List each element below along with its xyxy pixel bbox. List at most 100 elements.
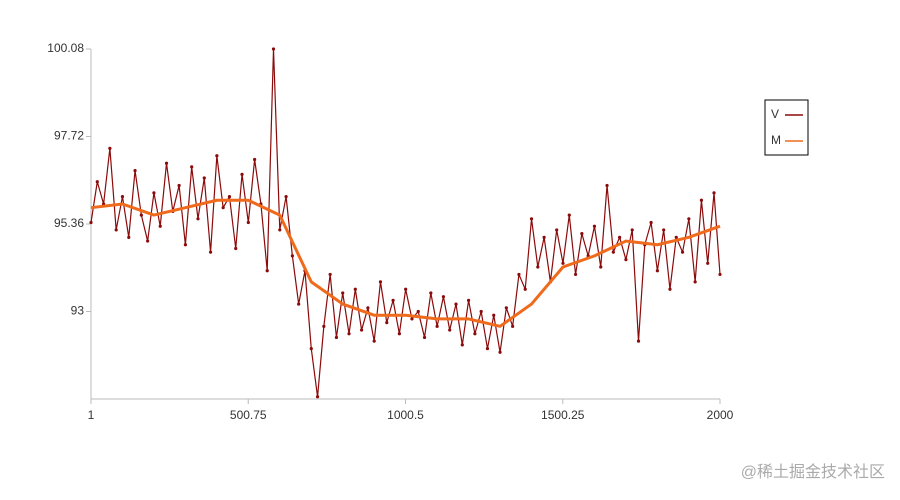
point: [133, 169, 137, 173]
point: [404, 287, 408, 291]
point: [466, 298, 471, 302]
point: [95, 180, 99, 184]
point: [567, 213, 571, 217]
point: [492, 313, 496, 317]
point: [479, 309, 483, 314]
point: [127, 235, 131, 239]
point: [460, 343, 464, 347]
point: [353, 287, 357, 291]
point: [253, 157, 257, 162]
x-tick-label: 2000: [707, 408, 734, 422]
point: [529, 217, 534, 221]
point: [561, 261, 565, 265]
point: [699, 198, 704, 202]
point: [385, 321, 389, 325]
point: [706, 261, 710, 265]
point: [234, 246, 238, 251]
x-tick-label: 1: [88, 408, 95, 422]
point: [271, 47, 276, 51]
point: [605, 183, 609, 188]
point: [202, 176, 206, 180]
point: [341, 291, 345, 295]
point: [655, 269, 659, 273]
point: [580, 232, 584, 236]
point: [592, 224, 597, 228]
point: [448, 328, 452, 332]
point: [290, 254, 294, 258]
point: [555, 228, 559, 232]
point: [630, 228, 634, 232]
y-tick-label: 93: [71, 304, 85, 318]
x-tick-label: 1000.5: [387, 408, 424, 422]
point: [315, 395, 320, 399]
point: [573, 272, 578, 277]
point: [152, 191, 156, 195]
series-line: [90, 198, 721, 328]
legend-box: [764, 99, 809, 156]
point: [240, 172, 244, 176]
point: [687, 217, 691, 221]
point: [624, 257, 628, 262]
point: [523, 287, 527, 291]
point: [120, 194, 125, 199]
point: [309, 346, 313, 351]
point: [485, 346, 490, 351]
point: [297, 302, 301, 306]
point: [208, 250, 213, 254]
point: [504, 306, 508, 310]
point: [618, 235, 622, 239]
point: [215, 154, 219, 158]
point: [397, 332, 401, 336]
watermark: @稀土掘金技术社区: [741, 463, 885, 481]
point: [227, 194, 232, 199]
y-tick-label: 95.36: [54, 216, 84, 230]
point: [435, 324, 439, 328]
point: [328, 272, 332, 277]
x-tick-label: 1500.25: [541, 408, 585, 422]
point: [416, 309, 420, 314]
point: [441, 295, 446, 299]
point: [360, 328, 364, 332]
point: [284, 194, 288, 199]
legend-label: M: [771, 133, 781, 147]
point: [372, 339, 376, 343]
point: [674, 235, 678, 239]
point: [611, 250, 615, 254]
point: [712, 191, 716, 195]
point: [347, 332, 351, 336]
point: [536, 265, 540, 269]
y-tick-label: 100.08: [47, 41, 84, 55]
point: [429, 291, 433, 295]
point: [693, 280, 697, 284]
point: [599, 265, 603, 269]
point: [183, 243, 187, 247]
point: [322, 324, 326, 328]
point: [164, 161, 169, 165]
point: [473, 332, 477, 336]
y-tick-label: 97.72: [54, 129, 84, 143]
point: [718, 272, 722, 277]
point: [265, 269, 269, 273]
point: [542, 235, 546, 239]
point: [114, 228, 118, 232]
point: [139, 213, 143, 217]
point: [410, 317, 414, 321]
point: [366, 306, 370, 310]
point: [89, 220, 93, 225]
point: [278, 228, 282, 232]
point: [662, 228, 666, 232]
point: [108, 146, 112, 150]
legend-label: V: [771, 107, 779, 121]
point: [146, 239, 150, 243]
point: [649, 220, 653, 225]
point: [454, 302, 458, 306]
point: [517, 272, 521, 277]
point: [511, 324, 515, 328]
point: [668, 287, 672, 291]
point: [422, 335, 427, 340]
point: [196, 217, 200, 221]
point: [680, 250, 685, 254]
point: [158, 224, 162, 228]
point: [636, 339, 641, 343]
point: [221, 206, 225, 210]
